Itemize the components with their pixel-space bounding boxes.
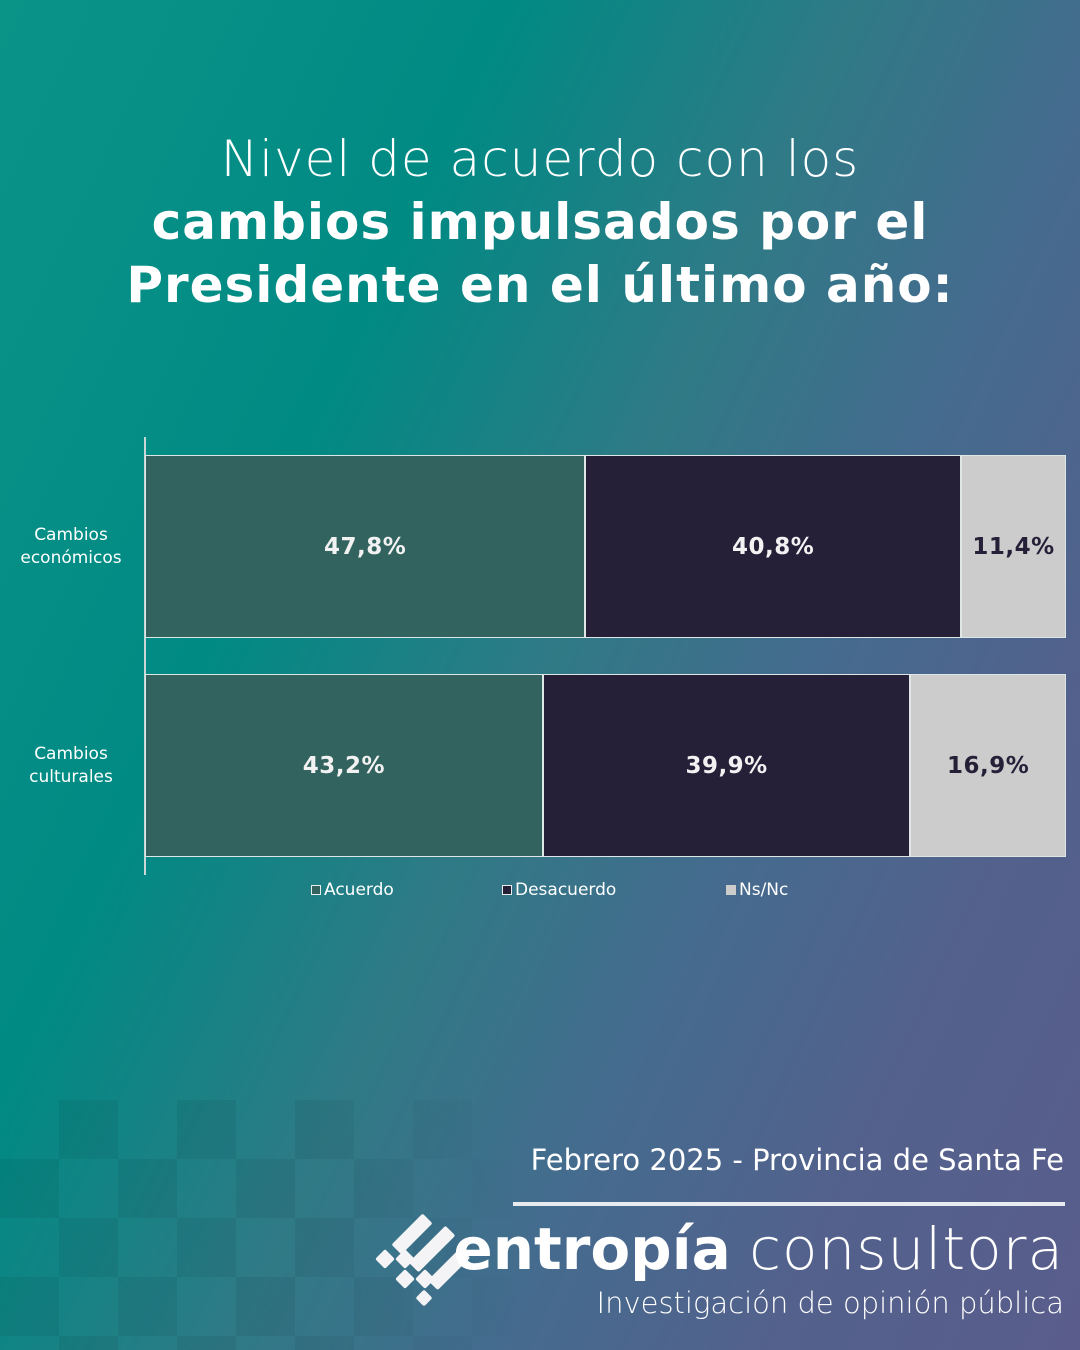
legend-swatch: [502, 885, 512, 895]
category-label-line: culturales: [29, 766, 113, 787]
brand-name-light: consultora: [749, 1215, 1064, 1283]
data-label: 40,8%: [731, 533, 815, 560]
title-line-1: Nivel de acuerdo con los: [220, 130, 860, 188]
legend-swatch: [726, 885, 736, 895]
bar-segment-acuerdo: 47,8%: [145, 455, 586, 638]
category-label-line: Cambios: [34, 743, 108, 764]
legend-label: Ns/Nc: [739, 880, 789, 900]
brand-tagline: Investigación de opinión pública: [596, 1286, 1064, 1320]
entropia-logo-icon: [375, 1214, 470, 1306]
logo-diamond: [415, 1269, 435, 1289]
bar-segment-desacuerdo: 40,8%: [585, 455, 961, 638]
category-label: Cambios económicos: [7, 524, 135, 570]
brand-name-bold: entropía: [453, 1215, 731, 1283]
data-label: 11,4%: [972, 533, 1055, 560]
data-label: 43,2%: [302, 752, 386, 779]
logo-diamond: [375, 1249, 395, 1269]
legend-label: Desacuerdo: [515, 880, 617, 900]
legend-item: Ns/Nc: [726, 880, 788, 900]
logo-bar: [409, 1226, 455, 1272]
chart-legend: Acuerdo Desacuerdo Ns/Nc: [0, 880, 1080, 904]
background-diamond-pattern: [0, 1100, 520, 1350]
category-label-line: Cambios: [34, 524, 108, 545]
chart-title: Nivel de acuerdo con los cambios impulsa…: [0, 128, 1080, 317]
footer-divider: [513, 1202, 1065, 1206]
title-line-3: Presidente en el último año:: [126, 256, 954, 314]
title-line-2: cambios impulsados por el: [151, 193, 929, 251]
legend-swatch: [311, 885, 321, 895]
survey-date-location: Febrero 2025 - Provincia de Santa Fe: [530, 1143, 1064, 1177]
bar-segment-acuerdo: 43,2%: [145, 674, 543, 857]
logo-diamond: [416, 1290, 432, 1306]
brand-name: entropía consultora: [453, 1214, 1064, 1284]
data-label: 47,8%: [323, 533, 407, 560]
bar-segment-ns-nc: 11,4%: [961, 455, 1066, 638]
logo-diamond: [395, 1269, 415, 1289]
data-label: 16,9%: [947, 752, 1030, 779]
data-label: 39,9%: [685, 752, 768, 779]
category-label: Cambios culturales: [7, 743, 135, 789]
category-label-line: económicos: [20, 547, 122, 568]
legend-item: Acuerdo: [311, 880, 394, 900]
y-axis-line: [144, 437, 146, 875]
legend-label: Acuerdo: [324, 880, 394, 900]
bar-segment-desacuerdo: 39,9%: [542, 674, 911, 857]
logo-bar: [392, 1214, 432, 1254]
logo-bar: [428, 1248, 470, 1290]
bar-segment-ns-nc: 16,9%: [910, 674, 1066, 857]
legend-item: Desacuerdo: [502, 880, 616, 900]
logo-diamond: [395, 1249, 415, 1269]
